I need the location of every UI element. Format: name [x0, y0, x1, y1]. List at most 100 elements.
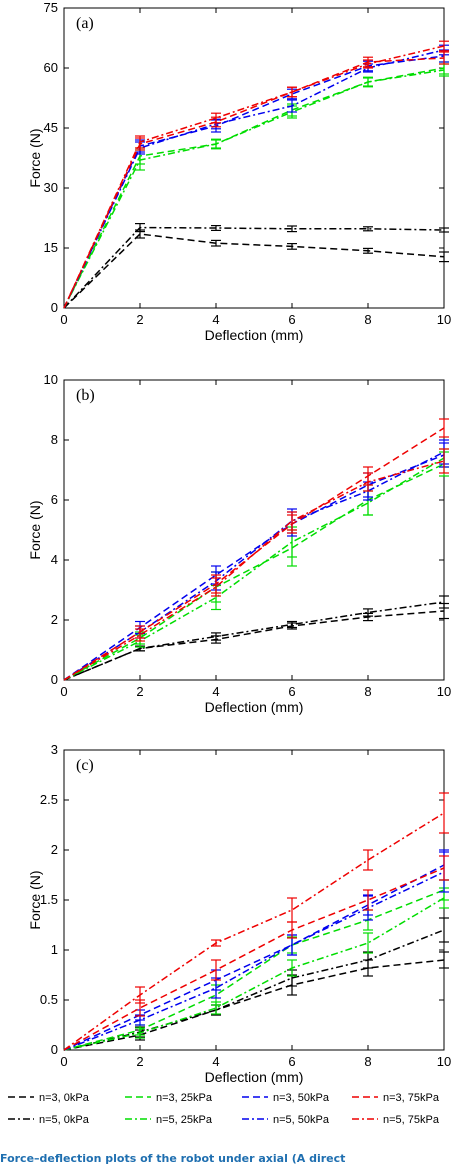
series-line: [63, 226, 445, 309]
panel-label: (a): [76, 15, 94, 32]
legend-item: n=3, 75kPa: [352, 1092, 440, 1104]
legend-item: n=5, 25kPa: [125, 1114, 213, 1126]
x-tick-label: 2: [136, 684, 143, 699]
series-line: [63, 610, 445, 681]
series-5: [63, 851, 449, 1051]
y-tick-label: 0.5: [40, 992, 58, 1007]
series-line: [63, 897, 445, 1051]
series-line: [63, 45, 445, 309]
y-tick-label: 1: [51, 942, 58, 957]
legend-label: n=5, 0kPa: [39, 1114, 90, 1126]
series-1: [63, 223, 449, 309]
y-tick-label: 75: [44, 0, 58, 15]
x-axis-label: Deflection (mm): [205, 699, 304, 715]
y-tick-label: 3: [51, 742, 58, 757]
x-tick-label: 10: [437, 312, 451, 327]
x-tick-label: 4: [212, 684, 219, 699]
x-axis-label: Deflection (mm): [205, 1069, 304, 1085]
y-tick-label: 4: [51, 552, 58, 567]
series-line: [63, 460, 445, 681]
x-tick-label: 4: [212, 312, 219, 327]
x-tick-label: 6: [288, 312, 295, 327]
series-6: [63, 855, 449, 1051]
legend-label: n=3, 50kPa: [273, 1092, 330, 1104]
legend-item: n=5, 0kPa: [8, 1114, 90, 1126]
series-line: [63, 457, 445, 681]
series-1: [63, 917, 449, 1051]
series-line: [63, 601, 445, 681]
y-axis-label: Force (N): [27, 128, 43, 187]
legend-item: n=3, 50kPa: [242, 1092, 330, 1104]
chart-panel-c: 0 2 4 6 8 10 0 0.5 1 1.5 2 2.5 3 Deflection (mm) Force…: [27, 742, 451, 1085]
legend-label: n=3, 25kPa: [156, 1092, 213, 1104]
plot-frame: [63, 379, 445, 681]
series-line: [63, 454, 445, 681]
series-6: [63, 51, 449, 309]
x-tick-label: 0: [60, 684, 67, 699]
series-4: [63, 849, 449, 1051]
y-tick-label: 1.5: [40, 892, 58, 907]
y-axis-label: Force (N): [27, 500, 43, 559]
x-tick-label: 6: [288, 1054, 295, 1069]
series-line: [63, 959, 445, 1051]
y-tick-label: 2.5: [40, 792, 58, 807]
y-tick-label: 2: [51, 612, 58, 627]
y-tick-label: 30: [44, 180, 58, 195]
series-5: [63, 44, 449, 309]
series-line: [63, 867, 445, 1051]
legend: n=3, 0kPa n=5, 0kPa n=3, 25kPa n=5, 25kPa n=…: [8, 1092, 440, 1126]
series-1: [63, 595, 449, 681]
legend-label: n=5, 50kPa: [273, 1114, 330, 1126]
series-line: [63, 451, 445, 681]
y-tick-label: 0: [51, 1042, 58, 1057]
y-tick-label: 6: [51, 492, 58, 507]
series-line: [63, 929, 445, 1051]
series-3: [63, 63, 449, 309]
legend-label: n=5, 75kPa: [383, 1114, 440, 1126]
x-tick-label: 2: [136, 1054, 143, 1069]
chart-panel-b: 0 2 4 6 8 10 0 2 4 6 8 10 Deflection (mm) Force (N) (b…: [27, 372, 451, 715]
series-line: [63, 812, 445, 1051]
series-line: [63, 69, 445, 309]
x-axis-label: Deflection (mm): [205, 327, 304, 343]
legend-label: n=5, 25kPa: [156, 1114, 213, 1126]
y-tick-label: 10: [44, 372, 58, 387]
legend-item: n=5, 75kPa: [352, 1114, 440, 1126]
legend-label: n=3, 0kPa: [39, 1092, 90, 1104]
x-tick-label: 10: [437, 684, 451, 699]
series-line: [63, 49, 445, 309]
y-tick-label: 8: [51, 432, 58, 447]
x-tick-label: 6: [288, 684, 295, 699]
series-line: [63, 864, 445, 1051]
legend-item: n=3, 0kPa: [8, 1092, 90, 1104]
series-line: [63, 233, 445, 309]
series-0: [63, 229, 449, 309]
chart-panel-a: 0 2 4 6 8 10 0 15 30 45 60 75 Deflection (mm) Force (…: [27, 0, 451, 343]
legend-item: n=3, 25kPa: [125, 1092, 213, 1104]
y-tick-label: 15: [44, 240, 58, 255]
legend-item: n=5, 50kPa: [242, 1114, 330, 1126]
x-tick-label: 0: [60, 1054, 67, 1069]
x-tick-label: 10: [437, 1054, 451, 1069]
series-4: [63, 49, 449, 309]
x-tick-label: 8: [364, 1054, 371, 1069]
series-0: [63, 602, 449, 681]
series-3: [63, 448, 449, 681]
y-axis-label: Force (N): [27, 870, 43, 929]
series-line: [63, 889, 445, 1051]
series-line: [63, 463, 445, 681]
series-7: [63, 448, 449, 681]
x-tick-label: 8: [364, 684, 371, 699]
panel-label: (c): [76, 757, 94, 774]
y-tick-label: 0: [51, 672, 58, 687]
legend-label: n=3, 75kPa: [383, 1092, 440, 1104]
plot-frame: [63, 7, 445, 309]
y-tick-label: 60: [44, 60, 58, 75]
series-2: [63, 451, 449, 681]
plot-frame: [63, 749, 445, 1051]
y-tick-label: 2: [51, 842, 58, 857]
series-line: [63, 871, 445, 1051]
x-tick-label: 8: [364, 312, 371, 327]
